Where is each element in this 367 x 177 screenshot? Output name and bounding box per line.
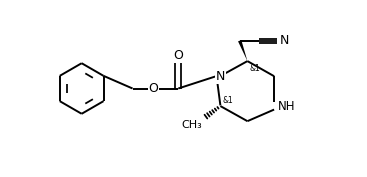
Text: &1: &1 — [249, 64, 260, 73]
Polygon shape — [238, 40, 247, 61]
Text: CH₃: CH₃ — [181, 120, 202, 130]
Text: O: O — [173, 49, 183, 62]
Text: NH: NH — [277, 99, 295, 113]
Text: O: O — [149, 82, 159, 95]
Text: &1: &1 — [222, 96, 233, 105]
Text: N: N — [280, 34, 290, 47]
Text: N: N — [216, 70, 225, 83]
